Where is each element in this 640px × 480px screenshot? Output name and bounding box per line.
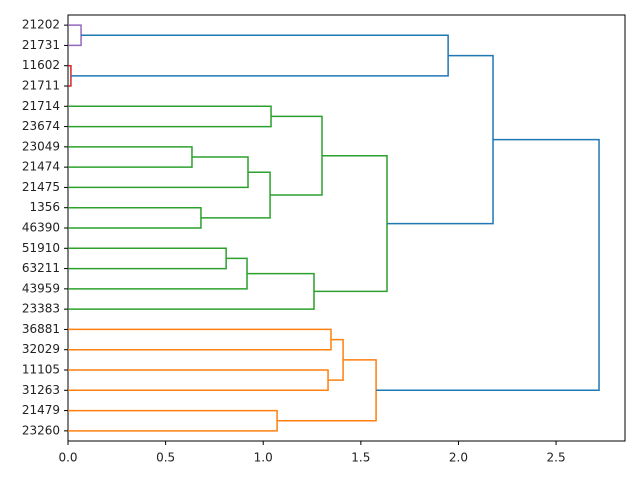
- leaf-label: 21731: [22, 38, 60, 52]
- leaf-label: 23049: [22, 139, 60, 153]
- link: [68, 24, 82, 47]
- link: [68, 105, 272, 128]
- leaf-label: 23260: [22, 423, 60, 437]
- x-tick-label: 1.0: [254, 451, 273, 465]
- x-tick-label: 1.5: [351, 451, 370, 465]
- leaf-label: 11105: [22, 363, 60, 377]
- leaf-label: 31263: [22, 383, 60, 397]
- link: [68, 146, 193, 168]
- x-tick-label: 0.5: [156, 451, 175, 465]
- leaf-label: 21711: [22, 79, 60, 93]
- link: [68, 257, 248, 290]
- leaf-label: 23383: [22, 302, 60, 316]
- x-tick-label: 2.0: [449, 451, 468, 465]
- leaf-label: 11602: [22, 58, 60, 72]
- leaf-label: 21714: [22, 99, 60, 113]
- leaf-label: 21479: [22, 403, 60, 417]
- x-tick-label: 0.0: [58, 451, 77, 465]
- link: [68, 272, 315, 310]
- link: [68, 409, 278, 432]
- leaf-label: 21202: [22, 18, 60, 32]
- link: [70, 34, 449, 77]
- link: [270, 115, 323, 196]
- link: [68, 247, 227, 270]
- leaf-label: 23674: [22, 119, 60, 133]
- leaf-label: 36881: [22, 322, 60, 336]
- x-tick-label: 2.5: [547, 451, 566, 465]
- link: [68, 156, 249, 189]
- leaf-label: 63211: [22, 261, 60, 275]
- link: [68, 328, 332, 351]
- link: [376, 138, 600, 392]
- leaf-label: 1356: [29, 200, 60, 214]
- link: [68, 206, 202, 229]
- leaf-label: 51910: [22, 241, 60, 255]
- leaf-label: 32029: [22, 342, 60, 356]
- leaf-label: 21475: [22, 180, 60, 194]
- leaf-label: 21474: [22, 160, 60, 174]
- leaf-label: 46390: [22, 221, 60, 235]
- link: [68, 369, 329, 392]
- link: [200, 171, 271, 219]
- link: [313, 154, 388, 293]
- leaf-label: 43959: [22, 281, 60, 295]
- link: [387, 54, 494, 225]
